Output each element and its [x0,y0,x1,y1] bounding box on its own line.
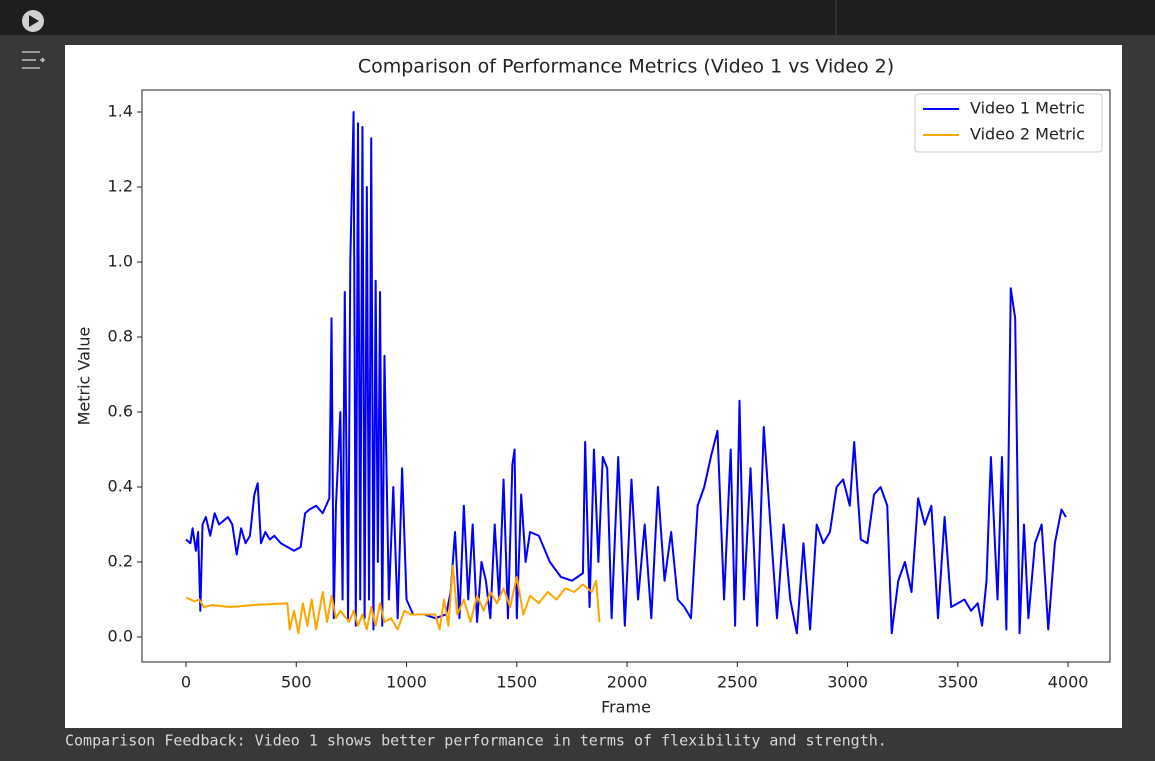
y-tick-label: 0.4 [108,476,133,495]
y-tick-label: 1.0 [108,252,133,271]
x-tick-label: 0 [181,673,191,692]
y-tick-label: 0.6 [108,401,133,420]
output-toggle[interactable] [22,51,46,69]
x-tick-label: 500 [281,673,312,692]
y-axis-label: Metric Value [75,327,94,426]
x-tick-label: 3500 [937,673,978,692]
y-tick-label: 1.2 [108,177,133,196]
y-tick-label: 1.4 [108,102,133,121]
y-tick-label: 0.2 [108,551,133,570]
x-axis-label: Frame [601,698,651,717]
x-tick-label: 1500 [496,673,537,692]
axes-frame [141,89,1111,663]
chart-image [65,45,1122,728]
data-line [185,111,1067,635]
run-icon [29,15,39,27]
chart-title: Comparison of Performance Metrics (Video… [358,56,894,78]
top-bar [0,0,1155,35]
legend-label: Video 2 Metric [970,125,1085,144]
data-line [185,564,601,635]
x-tick-label: 2000 [607,673,648,692]
x-tick-label: 4000 [1048,673,1089,692]
y-tick-label: 0.0 [108,626,133,645]
legend-label: Video 1 Metric [970,99,1085,118]
y-tick-label: 0.8 [108,327,133,346]
x-tick-label: 3000 [827,673,868,692]
x-tick-label: 2500 [717,673,758,692]
output-text: Comparison Feedback: Video 1 shows bette… [65,732,887,750]
plot: 0 500 1000 1500 2000 2500 3000 3500 4000 0.0 0.2 0.… [108,102,1089,692]
legend-box [914,93,1103,153]
x-tick-label: 1000 [386,673,427,692]
